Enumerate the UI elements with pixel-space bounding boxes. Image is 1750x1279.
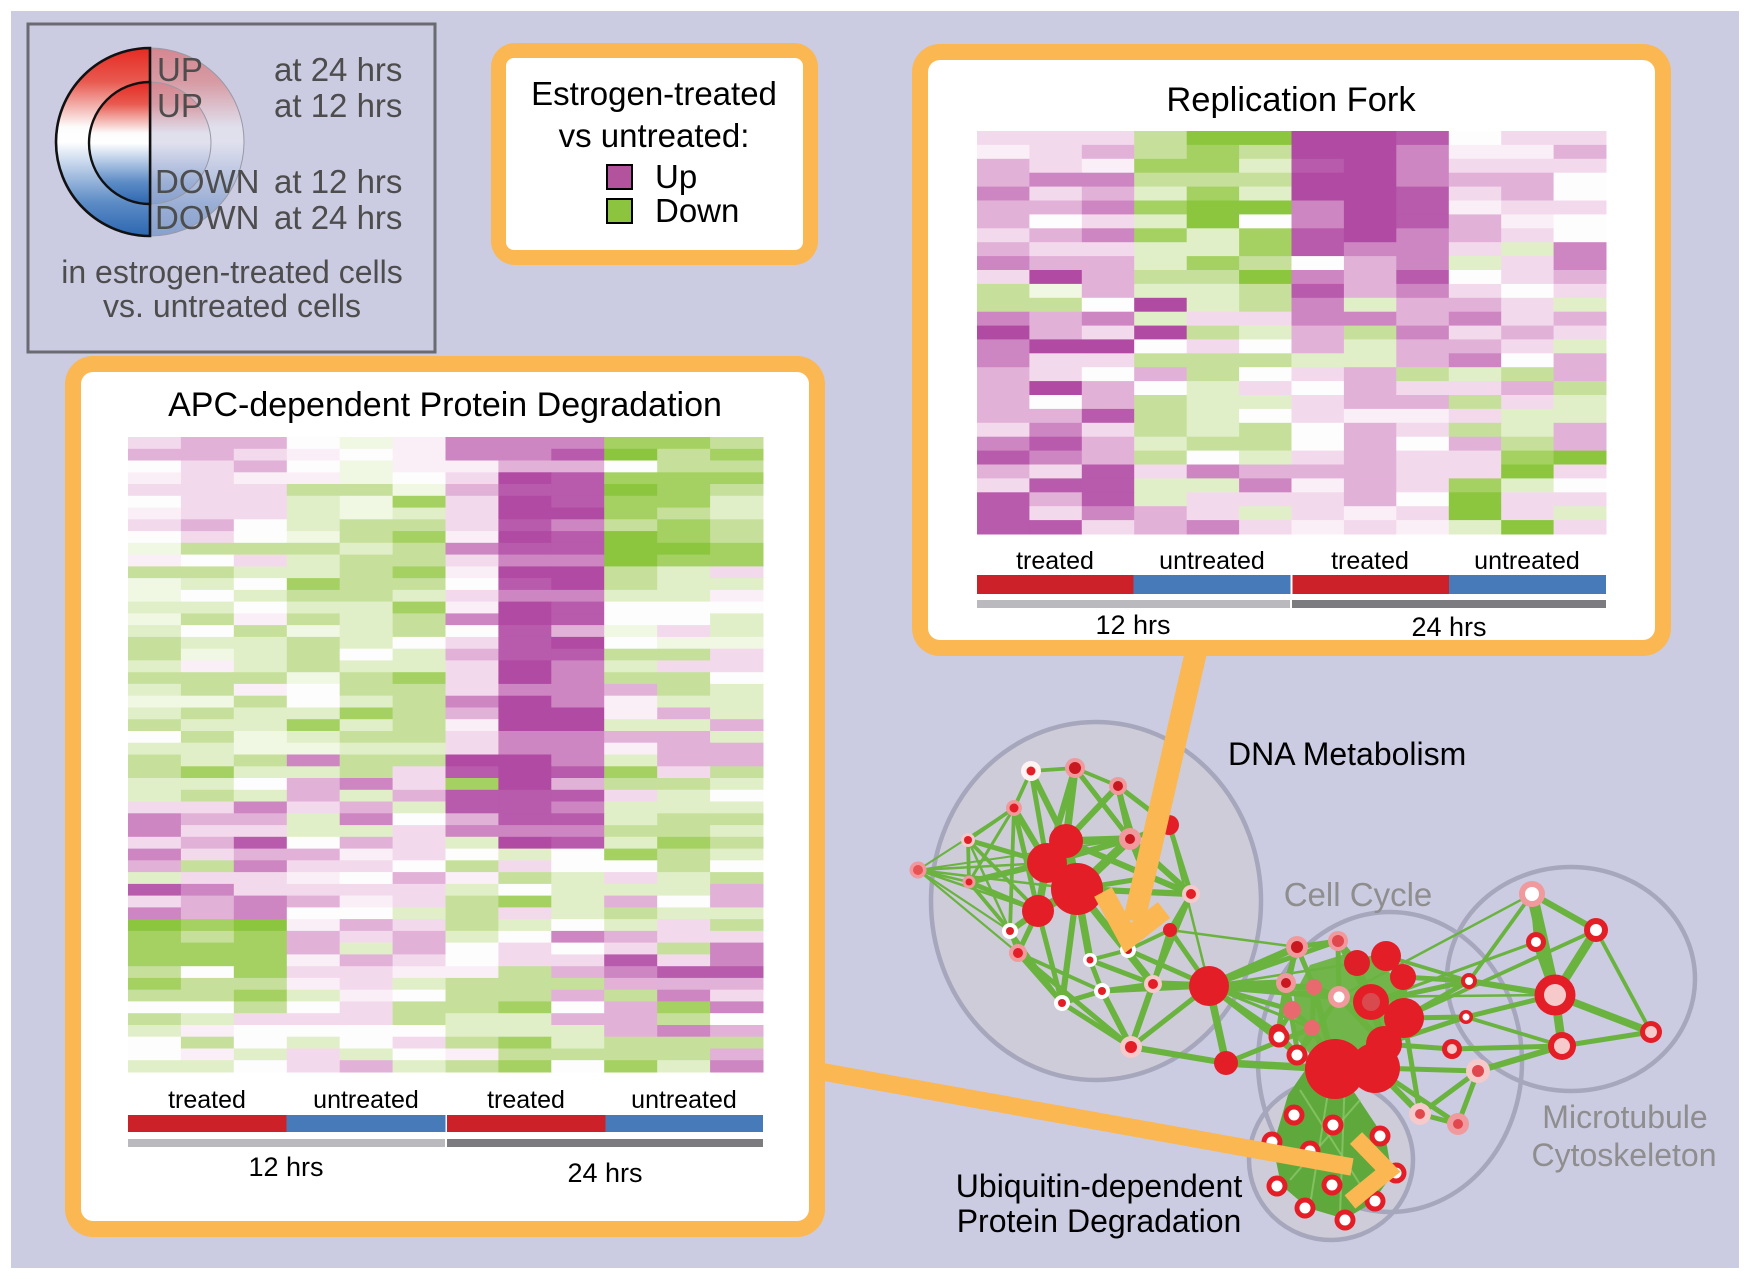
svg-text:12 hrs: 12 hrs: [1095, 610, 1170, 640]
svg-text:Cytoskeleton: Cytoskeleton: [1532, 1137, 1717, 1173]
svg-text:24 hrs: 24 hrs: [567, 1158, 642, 1188]
svg-text:treated: treated: [168, 1086, 246, 1114]
svg-text:Microtubule: Microtubule: [1542, 1099, 1707, 1135]
svg-text:at 12 hrs: at 12 hrs: [274, 163, 402, 200]
svg-text:treated: treated: [1016, 547, 1094, 575]
svg-text:24 hrs: 24 hrs: [1411, 612, 1486, 642]
svg-text:untreated: untreated: [1474, 547, 1580, 575]
svg-text:untreated: untreated: [1159, 547, 1265, 575]
svg-text:Protein Degradation: Protein Degradation: [957, 1203, 1242, 1239]
svg-text:DOWN: DOWN: [155, 199, 259, 236]
svg-text:at 12 hrs: at 12 hrs: [274, 87, 402, 124]
svg-text:vs untreated:: vs untreated:: [559, 117, 750, 154]
svg-text:untreated: untreated: [313, 1086, 419, 1114]
svg-text:Estrogen-treated: Estrogen-treated: [531, 75, 777, 112]
svg-text:Replication Fork: Replication Fork: [1166, 81, 1416, 119]
svg-text:12 hrs: 12 hrs: [248, 1152, 323, 1182]
svg-text:untreated: untreated: [631, 1086, 737, 1114]
svg-text:DOWN: DOWN: [155, 163, 259, 200]
svg-text:Ubiquitin-dependent: Ubiquitin-dependent: [956, 1168, 1243, 1204]
svg-text:UP: UP: [157, 51, 203, 88]
svg-text:treated: treated: [487, 1086, 565, 1114]
svg-text:at 24 hrs: at 24 hrs: [274, 199, 402, 236]
svg-text:in estrogen-treated cells: in estrogen-treated cells: [61, 254, 403, 290]
svg-text:DNA Metabolism: DNA Metabolism: [1228, 736, 1466, 772]
svg-text:UP: UP: [157, 87, 203, 124]
svg-text:Cell Cycle: Cell Cycle: [1284, 876, 1433, 913]
svg-text:vs. untreated cells: vs. untreated cells: [103, 288, 361, 324]
svg-text:APC-dependent Protein Degradat: APC-dependent Protein Degradation: [168, 386, 722, 424]
svg-text:treated: treated: [1331, 547, 1409, 575]
svg-text:Down: Down: [655, 192, 739, 229]
svg-text:Up: Up: [655, 158, 697, 195]
svg-text:at 24 hrs: at 24 hrs: [274, 51, 402, 88]
